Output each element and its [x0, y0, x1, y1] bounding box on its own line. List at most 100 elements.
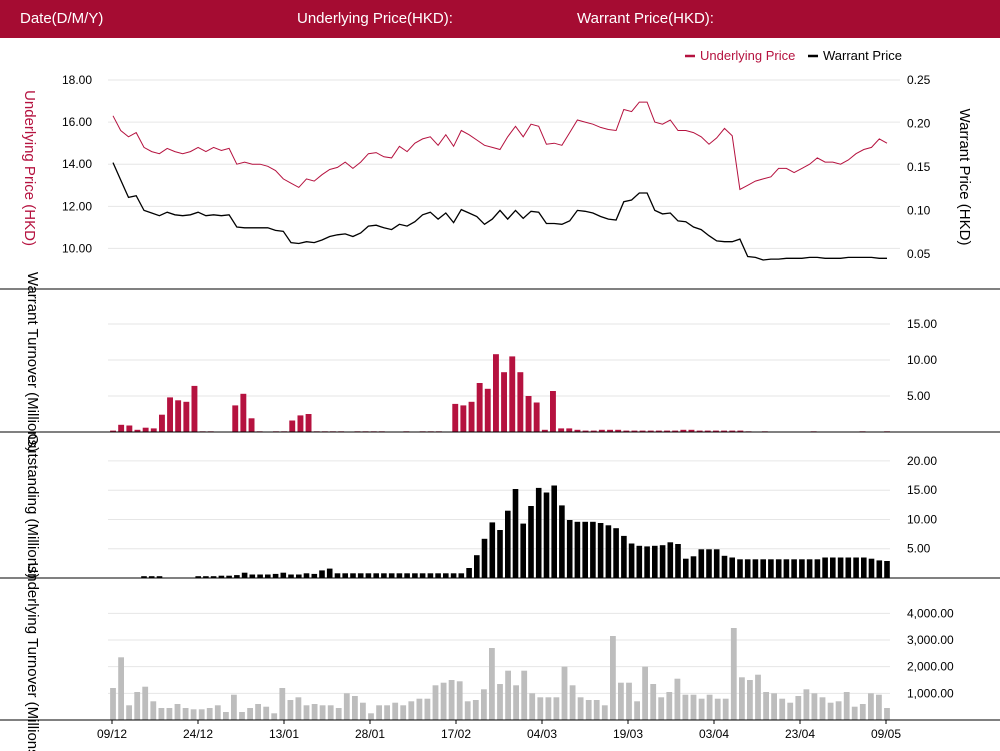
tick-label: 3,000.00	[907, 633, 954, 647]
underlying-turnover-bar	[206, 708, 213, 720]
outstanding-bar	[365, 573, 372, 578]
underlying-turnover-bar	[803, 689, 810, 720]
underlying-turnover-bar	[279, 688, 286, 720]
outstanding-bar	[388, 573, 395, 578]
price-panel: 18.00 16.00 14.00 12.00 10.00 0.25 0.20 0.15 0.…	[0, 73, 1000, 290]
underlying-turnover-bar	[642, 666, 648, 720]
warrant-turnover-bar	[175, 400, 182, 432]
gridlines	[108, 79, 900, 694]
outstanding-bar	[783, 559, 790, 578]
underlying-turnover-bar	[166, 708, 173, 720]
left-tick-label: 10.00	[62, 241, 92, 255]
underlying-turnover-bar	[698, 698, 705, 720]
warrant-turnover-bars	[110, 354, 890, 433]
outstanding-bar	[257, 574, 263, 578]
warrant-turnover-bar	[248, 418, 255, 432]
outstanding-bar	[861, 557, 867, 578]
warrant-turnover-bar	[468, 401, 475, 432]
underlying-turnover-bar	[134, 692, 141, 720]
warrant-turnover-bar	[509, 356, 516, 432]
chart-legend: Underlying Price Warrant Price	[685, 48, 902, 63]
outstanding-bar	[690, 556, 697, 578]
tick-label: 4,000.00	[907, 606, 954, 620]
right-tick-label: 0.10	[907, 203, 931, 217]
outstanding-bar	[744, 559, 751, 578]
x-tick-label: 09/05	[871, 727, 901, 741]
warrant-turnover-bar	[134, 429, 141, 432]
outstanding-bar	[505, 510, 511, 578]
outstanding-bar	[195, 576, 201, 578]
x-tick-label: 28/01	[355, 727, 385, 741]
warrant-turnover-bar	[566, 428, 573, 432]
outstanding-bar	[466, 568, 472, 578]
underlying-price-label: Underlying Price(HKD):	[297, 10, 453, 27]
warrant-turnover-bar	[240, 393, 247, 432]
x-tick-label: 03/04	[699, 727, 729, 741]
outstanding-bar	[303, 573, 310, 578]
underlying-turnover-bars	[110, 628, 890, 720]
warrant-turnover-bar	[452, 403, 459, 432]
underlying-turnover-bar	[682, 694, 689, 720]
left-tick-label: 14.00	[62, 157, 92, 171]
warrant-turnover-bar	[525, 396, 532, 432]
underlying-turnover-bar	[868, 693, 874, 720]
underlying-turnover-bar	[690, 694, 697, 720]
legend-warrant-label: Warrant Price	[823, 48, 902, 63]
warrant-turnover-bar	[737, 430, 744, 432]
warrant-turnover-bar	[623, 430, 630, 432]
underlying-turnover-bar	[634, 701, 640, 720]
underlying-turnover-bar	[255, 704, 261, 720]
underlying-turnover-bar	[416, 698, 423, 720]
underlying-turnover-bar	[666, 692, 673, 720]
x-tick-label: 09/12	[97, 727, 127, 741]
underlying-turnover-bar	[223, 712, 229, 720]
underlying-turnover-axis-title: Underlying Turnover (Millions)	[24, 562, 41, 751]
warrant-turnover-bar	[672, 430, 679, 432]
outstanding-bar	[319, 570, 325, 578]
underlying-turnover-bar	[231, 694, 237, 720]
tick-label: 5.00	[907, 389, 931, 403]
outstanding-bar	[729, 557, 735, 578]
x-tick-label: 04/03	[527, 727, 557, 741]
underlying-turnover-bar	[537, 697, 544, 720]
underlying-turnover-bar	[198, 709, 205, 720]
warrant-turnover-panel: 15.00 10.00 5.00 Warrant Turnover (Million…	[0, 272, 1000, 452]
outstanding-bar	[868, 558, 875, 578]
underlying-turnover-bar	[722, 698, 729, 720]
underlying-turnover-bar	[481, 689, 487, 720]
left-tick-label: 18.00	[62, 73, 92, 87]
warrant-turnover-bar	[688, 429, 695, 432]
warrant-turnover-bar	[639, 430, 646, 432]
outstanding-bar	[721, 555, 728, 578]
underlying-turnover-bar	[432, 685, 439, 720]
underlying-turnover-bar	[295, 697, 302, 720]
x-tick-label: 13/01	[269, 727, 299, 741]
underlying-turnover-bar	[859, 704, 866, 720]
right-tick-label: 0.15	[907, 160, 931, 174]
warrant-turnover-bar	[289, 420, 296, 432]
outstanding-bar	[311, 573, 318, 578]
outstanding-bar	[799, 559, 805, 578]
outstanding-bar	[203, 576, 209, 578]
warrant-price-label: Warrant Price(HKD):	[577, 10, 714, 27]
underlying-turnover-bar	[263, 706, 270, 720]
outstanding-bar	[644, 546, 650, 578]
underlying-turnover-bar	[489, 648, 495, 720]
outstanding-bar	[350, 573, 356, 578]
underlying-turnover-bar	[327, 705, 334, 720]
x-tick-label: 24/12	[183, 727, 213, 741]
warrant-turnover-bar	[126, 425, 133, 432]
underlying-turnover-bar	[706, 694, 713, 720]
underlying-turnover-bar	[303, 705, 310, 720]
tick-label: 15.00	[907, 317, 937, 331]
underlying-turnover-bar	[658, 697, 665, 720]
warrant-turnover-bar	[110, 430, 116, 432]
warrant-turnover-bar	[713, 430, 719, 432]
warrant-turnover-bar	[655, 430, 662, 432]
outstanding-bar	[760, 559, 766, 578]
underlying-turnover-bar	[158, 708, 165, 720]
warrant-turnover-bar	[191, 385, 198, 432]
outstanding-bar	[412, 573, 418, 578]
outstanding-bar	[675, 544, 681, 578]
warrant-turnover-bar	[615, 429, 622, 432]
